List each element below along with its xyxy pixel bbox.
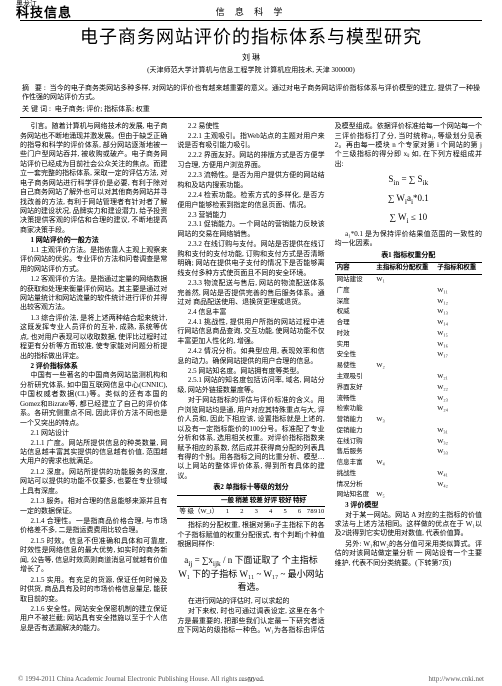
table-row: 合理W₁₄: [335, 318, 482, 329]
para-intro: 引言。随着计算机与网络技术的发展, 电子商务网站也不断地涌现并激发展。但由于缺乏…: [20, 122, 167, 235]
table-header: 内容: [335, 263, 375, 275]
keywords-label: 关键词:: [22, 105, 53, 113]
heading-2-1: 2.1 网站设计: [20, 429, 167, 438]
para-2-5-1: 2.5.1 网站的知名度包括访问率, 域名, 网站分级, 网站外链接数量度等。: [177, 376, 324, 395]
para-2-1-5b: 2.1.5 实用。有充足的货源, 保证任何时候及时供货, 商品具有及时的市场价格…: [20, 576, 167, 604]
keywords: 关键词: 电子商务; 评价; 指标体系; 权重: [0, 105, 502, 115]
heading-1: 1 网站评价的一般方法: [20, 236, 167, 245]
table-row: 网站知名度W₅: [335, 490, 482, 501]
table-row: 检索功能W₂₄: [335, 404, 482, 415]
table-row: 挑战性W₄₁: [335, 469, 482, 480]
paper-title: 电子商务网站评价的指标体系与模型研究: [20, 25, 482, 49]
heading-2-4: 2.4 信息丰富: [177, 308, 324, 317]
table-row: 深度W₁₂: [335, 297, 482, 308]
corner-brand: 科技信息: [16, 4, 72, 22]
table1-caption: 表1 指标权重分配: [335, 251, 482, 260]
table-row: 促销能力W₃₁: [335, 426, 482, 437]
para-2-2-1: 2.2.1 主观吸引。指Web站点的主题对用户来说是否有吸引能力吸引。: [177, 132, 324, 151]
para-2b: 对于网站指标的评估与评价标准的含义。用户浏览网站均是通, 用户对应其特殊重点与大…: [177, 396, 324, 481]
para-3f: 另外: W₁和W₂的各分值可采用类似算式。评估的对该网站做定量分析 一 网站设有…: [335, 540, 482, 568]
table-header: 主指标和分配权重: [374, 263, 435, 275]
table2-caption: 表2 单指标十等级的划分: [177, 483, 324, 492]
para-2-2-4: 2.2.4 检索功能。检索方式的多样化, 是否方便用户能够检索到指定的信息页面、…: [177, 191, 324, 210]
para-1-1: 1.1 主观评价方法。是指依靠人主观上观察来评价网站的优劣。专业评价方法和问卷调…: [20, 246, 167, 274]
para-2-2-3: 2.2.3 流畅性。是否为用户提供方便的网站结构和及站内搜索功能。: [177, 171, 324, 190]
formula-3: ∑ Wi ≤ 10: [335, 211, 482, 226]
table-row: 时效W₁₅: [335, 329, 482, 340]
table2-block: 表2 单指标十等级的划分 一般稍差较差好评较好特好 等 级（W_i）123456…: [177, 483, 324, 519]
para-2-1-4: 2.1.4 合理性。一是指商品价格合理, 与市场价格差不多, 二是指运费费用比较…: [20, 517, 167, 536]
table-row: 信息丰富W₄: [335, 458, 482, 469]
table1-block: 表1 指标权重分配 内容主指标和分配权重子指标和权重 网站建设W₁广度W₁₁深度…: [335, 251, 482, 501]
para-2-4-2: 2.4.2 情况分析。如典型应用, 表现效率和信息的动力。确保网站提供的用户合理…: [177, 347, 324, 366]
table-row: 网站建设W₁: [335, 275, 482, 286]
para-2a: 中国有一些著名的中国商务网站监测机构和分析研究体系, 如中国互联网信息中心(CN…: [20, 371, 167, 428]
para-2-1-1: 2.1.1 广度。网站所提供信息的种类数量, 网站信息越丰富其实提供的信息越有价…: [20, 439, 167, 467]
para-2-4-1: 2.4.1 挑战性, 提供用户所指的网站过程中进行网站信息商品查询, 交互功能,…: [177, 318, 324, 346]
abstract-label: 摘 要:: [22, 84, 48, 92]
table-2: 一般稍差较差好评较好特好 等 级（W_i）12345678910: [177, 495, 324, 520]
formula-1: Sin = ∑ Sik: [335, 173, 482, 188]
formula-2: ∑ Wiai*0.1: [335, 192, 482, 207]
para-2-1-6: 2.1.6 安全性。网站安全保密机制的建立保证用户不被拦截; 网站具有安全措施以…: [20, 605, 167, 633]
table-row: 流畅性W₂₃: [335, 394, 482, 405]
abstract: 摘 要: 当今的电子商务类网站多种多样, 对网站的评价也有越来越重要的意义。通过…: [0, 84, 502, 104]
table-row: 界面友好W₂₂: [335, 383, 482, 394]
heading-2-2: 2.2 易使性: [177, 122, 324, 131]
formula-4: aij = ∑xijk / n 下面证取了 个主指标 W₁ 下的子指标 W₁₁ …: [177, 554, 324, 593]
para-2-2-2: 2.2.2 界面友好。网站的排版方式是否方便学习合理, 方便用户浏览界面。: [177, 151, 324, 170]
abstract-text: 当今的电子商务类网站多种多样, 对网站的评价也有越来越重要的意义。通过对电子商务…: [22, 84, 480, 102]
para-2-1-2: 2.1.2 深度。网站所提供的功能服务的深度, 网站可以提供的功能不仅要多, 也…: [20, 468, 167, 496]
page-header: 黑龙江 科技信息 信 息 科 学 电子商务网站评价的指标体系与模型研究 刘 琳 …: [0, 0, 502, 84]
footer-left: © 1994-2011 China Academic Journal Elect…: [18, 675, 265, 684]
para-2-1-5: 2.1.5 时效。信息不但准确和具体和可靠度, 时效性是网络信息的最大优势, 如…: [20, 537, 167, 575]
affiliation: (天津师范大学计算机与信息工程学院 计算机应用技术, 天津 300000): [20, 66, 482, 75]
para-2-3-3: 2.3.3 物流配送与售后, 网站的物流配送体系完善然, 网站是否提供完善的售后…: [177, 279, 324, 307]
divider: [20, 20, 482, 21]
table-1: 内容主指标和分配权重子指标和权重 网站建设W₁广度W₁₁深度W₁₂权威W₁₃合理…: [335, 262, 482, 501]
para-3c: 指标的分配权重, 根据对第n子主指标下的各个子指标赋值的权重分配很式, 有个判断…: [177, 521, 324, 549]
table-row: 实用W₁₆: [335, 340, 482, 351]
table-row: 售后服务W₃₃: [335, 447, 482, 458]
para-1-3: 1.3 综合评价法, 是将上述两种结合起来统计, 这既发挥专业人员评价的互补, …: [20, 314, 167, 361]
heading-3: 3 评价模型: [335, 501, 482, 510]
table-row: 广度W₁₁: [335, 286, 482, 297]
table-row: 易使性W₂: [335, 361, 482, 372]
para-3e: 对于某一网站。网站 A 对应的主指标的价值求法与上述方法相同。这样做的优点在于 …: [335, 511, 482, 539]
body-columns: 引言。随着计算机与网络技术的发展, 电子商务网站也不断地涌现并激发展。但由于缺乏…: [0, 118, 502, 643]
table-row: 主观吸引W₂₁: [335, 372, 482, 383]
para-1-2: 1.2 客观评价方法。是指通过定量的网络数据的获取和处理来衡量评价网站。其主要是…: [20, 275, 167, 313]
table-row: 权威W₁₃: [335, 307, 482, 318]
table-header: 子指标和权重: [435, 263, 482, 275]
section-name: 信 息 科 学: [20, 6, 482, 18]
keywords-text: 电子商务; 评价; 指标体系; 权重: [55, 105, 150, 113]
para-3d: 在进行网站的评估时, 可以求起的: [177, 597, 324, 606]
table-row: 营销能力W₃: [335, 415, 482, 426]
table-row: 安全性W₁₇: [335, 350, 482, 361]
author: 刘 琳: [20, 53, 482, 64]
table-row: 情况分析W₄₂: [335, 480, 482, 491]
para-2-3-2: 2.3.2 在线订购与支付。网站是否提供在线订购和支付的支付功能, 订购和支付方…: [177, 240, 324, 278]
para-2-1-3: 2.1.3 服务。相对合理的信息能够来源并且有一定的数据保证。: [20, 497, 167, 516]
footer: © 1994-2011 China Academic Journal Elect…: [0, 675, 502, 684]
para-2-3-1: 2.3.1 促销能力。一个网站的营销能力反映该网站的交易在网络销售。: [177, 220, 324, 239]
table-row: 在线订购W₃₂: [335, 437, 482, 448]
para-3b: a₁*0.1 是为保持评价结果值范围的一致性的均一化因素。: [335, 230, 482, 249]
footer-right: http://www.cnki.net: [428, 675, 484, 684]
